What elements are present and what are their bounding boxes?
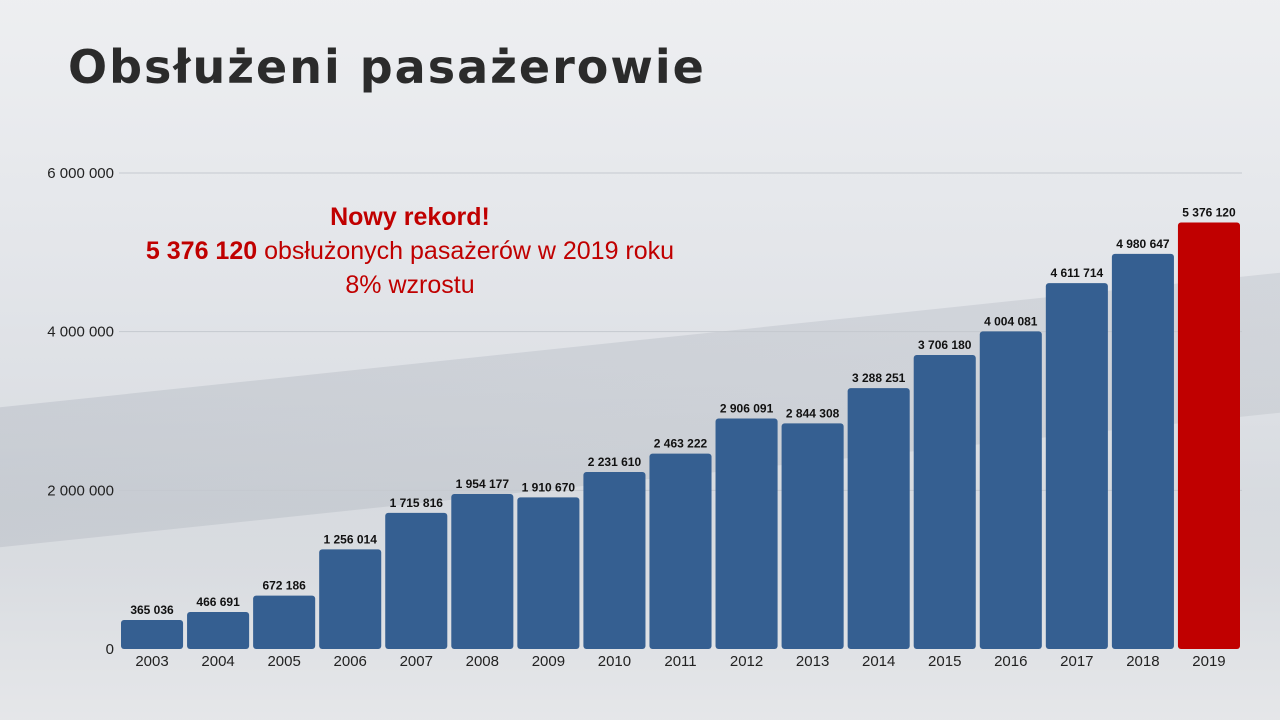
x-tick-label: 2005	[267, 653, 300, 670]
x-tick-label: 2017	[1060, 653, 1093, 670]
page-title: Obsłużeni pasażerowie	[68, 40, 706, 94]
bar	[253, 595, 316, 649]
y-tick-label: 0	[106, 641, 114, 658]
bar	[451, 493, 514, 649]
bar	[649, 453, 712, 649]
data-label: 2 906 091	[720, 401, 774, 415]
x-tick-label: 2004	[201, 653, 234, 670]
data-label: 4 004 081	[984, 314, 1038, 328]
y-tick-label: 6 000 000	[47, 165, 114, 182]
data-label: 4 980 647	[1116, 237, 1170, 251]
data-label: 1 910 670	[522, 480, 576, 494]
bar	[913, 354, 976, 649]
data-label: 2 844 308	[786, 406, 840, 420]
x-tick-label: 2007	[400, 653, 433, 670]
data-label: 5 376 120	[1182, 205, 1236, 219]
x-tick-label: 2015	[928, 653, 961, 670]
data-label: 1 954 177	[456, 477, 510, 491]
bar	[517, 497, 580, 649]
bar	[187, 611, 250, 649]
data-label: 365 036	[130, 603, 174, 617]
data-label: 672 186	[262, 579, 306, 593]
data-label: 3 288 251	[852, 371, 906, 385]
bar	[385, 512, 448, 649]
y-tick-label: 2 000 000	[47, 482, 114, 499]
bar	[1177, 222, 1240, 649]
bar	[1111, 253, 1174, 650]
record-annotation: Nowy rekord! 5 376 120 obsłużonych pasaż…	[110, 200, 710, 302]
growth-text: 8% wzrostu	[345, 271, 475, 299]
bar	[715, 418, 778, 649]
x-tick-label: 2013	[796, 653, 829, 670]
data-label: 4 611 714	[1050, 266, 1103, 280]
x-tick-label: 2008	[466, 653, 499, 670]
data-label: 2 231 610	[588, 455, 642, 469]
record-line: 5 376 120 obsłużonych pasażerów w 2019 r…	[110, 234, 710, 268]
x-tick-label: 2009	[532, 653, 565, 670]
x-tick-label: 2011	[664, 653, 696, 670]
data-label: 466 691	[196, 595, 240, 609]
data-label: 3 706 180	[918, 338, 972, 352]
record-text: obsłużonych pasażerów w 2019 roku	[257, 237, 675, 265]
x-tick-label: 2006	[334, 653, 367, 670]
data-label: 1 715 816	[390, 496, 444, 510]
x-tick-label: 2003	[135, 653, 168, 670]
record-headline: Nowy rekord!	[330, 203, 490, 231]
data-label: 2 463 222	[654, 437, 708, 451]
y-tick-label: 4 000 000	[47, 324, 114, 341]
record-value: 5 376 120	[145, 237, 258, 265]
x-tick-label: 2018	[1126, 653, 1159, 670]
bar	[979, 331, 1042, 649]
bar	[1045, 283, 1108, 649]
bar	[847, 388, 910, 649]
x-tick-label: 2012	[730, 653, 763, 670]
x-tick-label: 2014	[862, 653, 895, 670]
x-tick-label: 2010	[598, 653, 631, 670]
bar	[781, 423, 844, 649]
bar	[583, 471, 646, 649]
data-label: 1 256 014	[324, 532, 378, 546]
bar	[319, 549, 382, 649]
x-tick-label: 2019	[1192, 653, 1225, 670]
bar	[121, 620, 184, 649]
x-tick-label: 2016	[994, 653, 1027, 670]
